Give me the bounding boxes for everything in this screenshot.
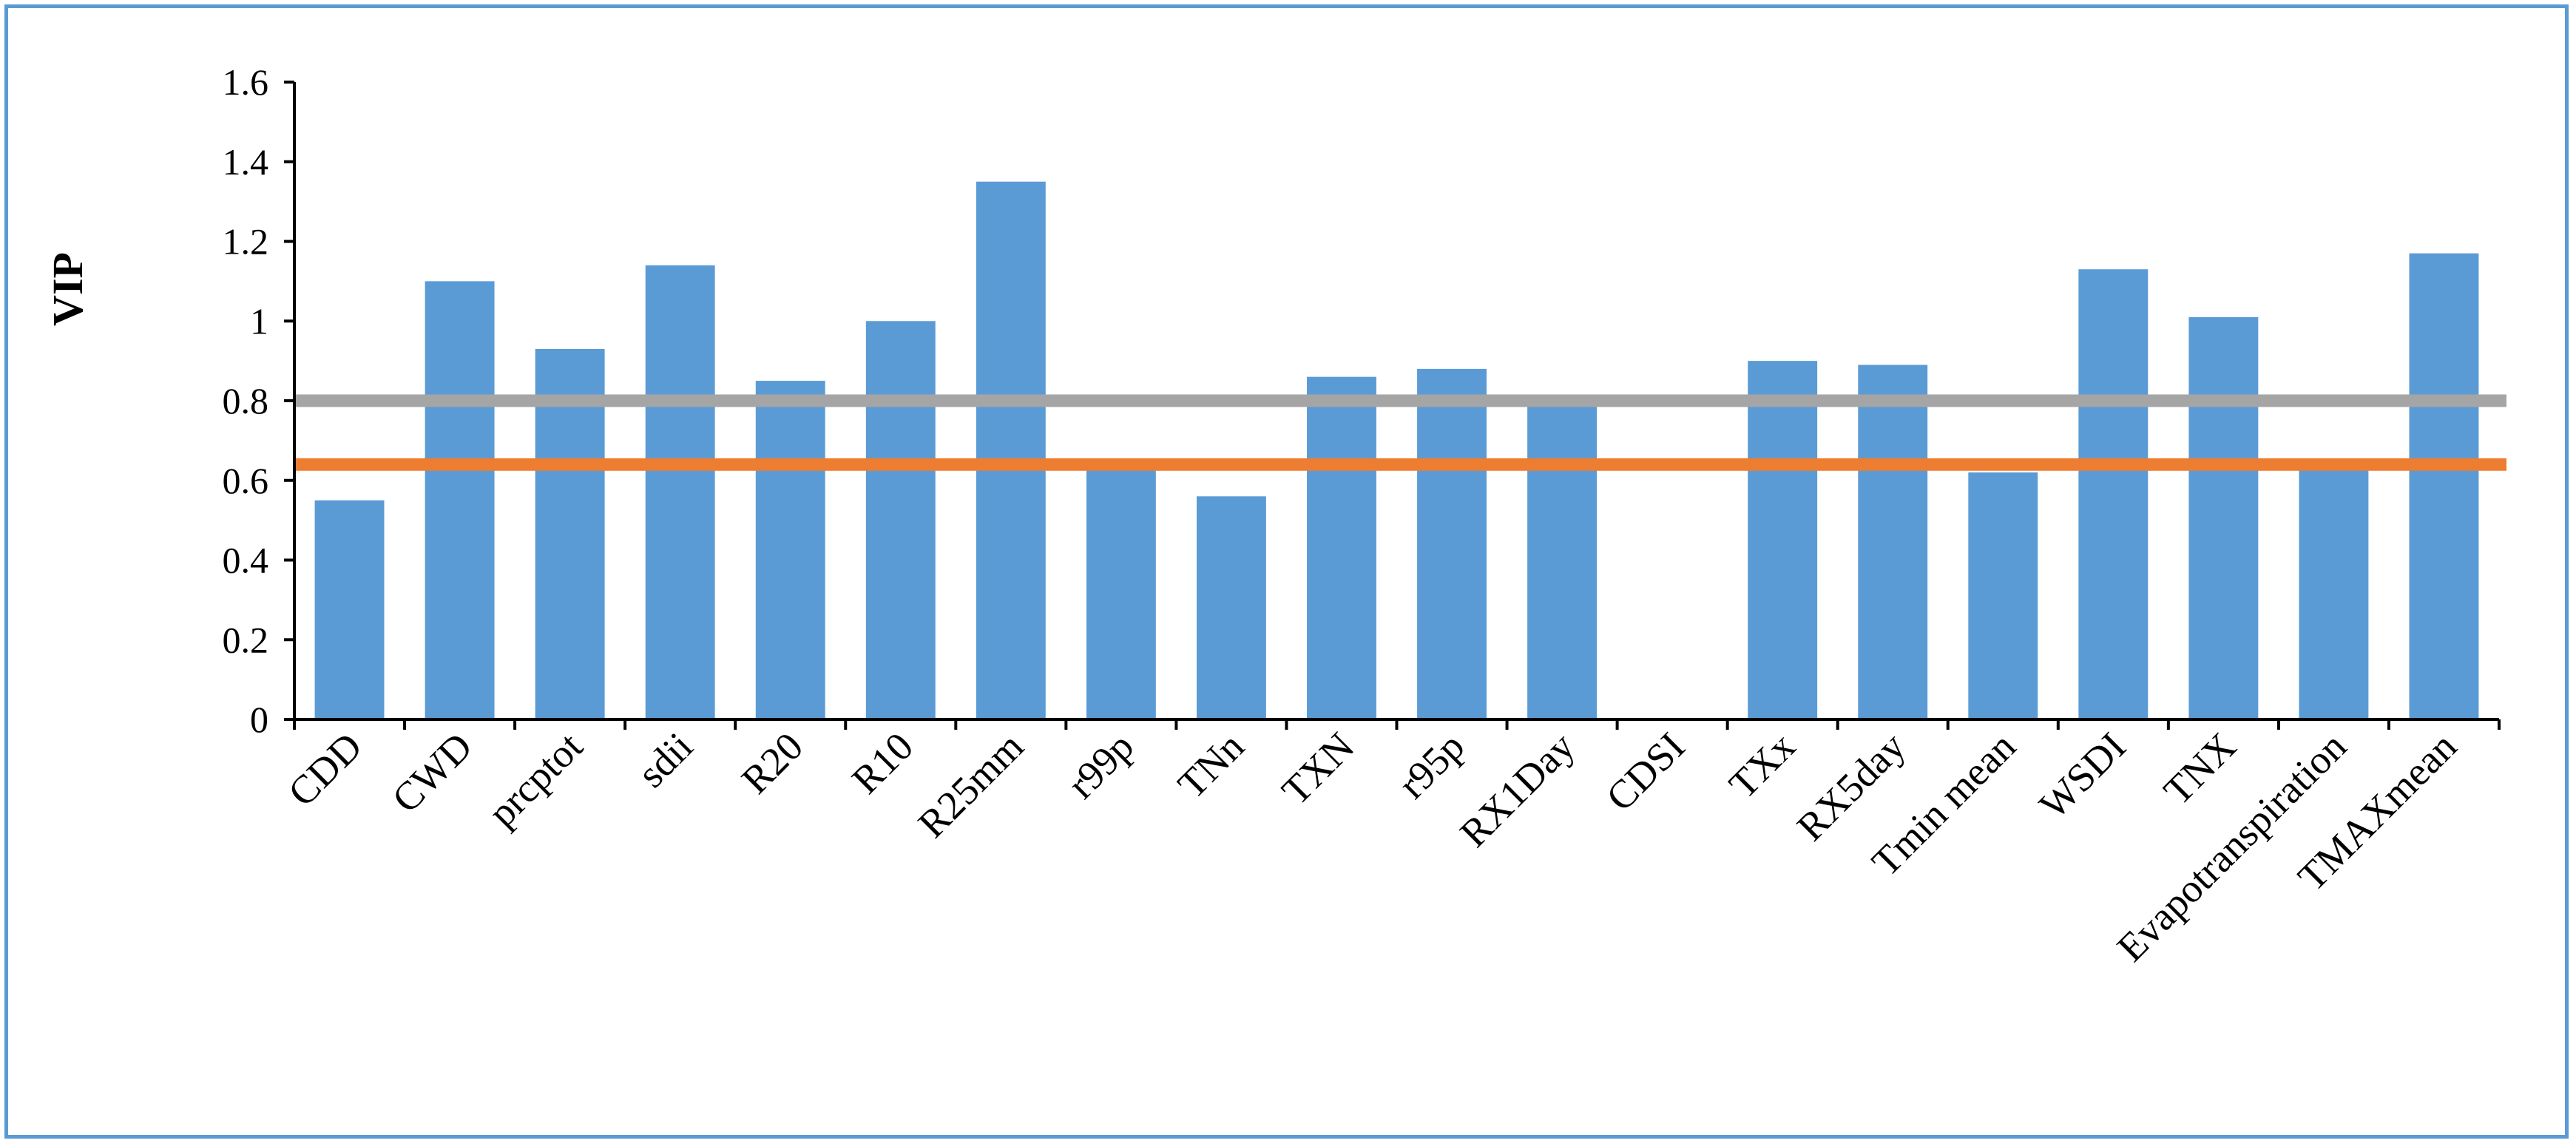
x-category-label: sdii [629,724,702,796]
x-category-label: R20 [733,724,811,802]
bar-cwd [425,281,495,719]
y-tick-label: 1.2 [223,221,269,262]
bar-r20 [755,381,825,719]
bar-prcptot [535,348,605,719]
bars-group [314,181,2479,720]
bar-rx1day [1527,401,1598,719]
bar-r95p [1417,368,1487,719]
bar-evapotranspiration [2299,464,2369,719]
x-category-label: TXx [1720,724,1803,807]
x-category-label: WSDI [2031,724,2134,827]
x-category-label: TNX [2155,724,2245,813]
bar-sdii [645,265,715,719]
y-tick-labels: 0 0.2 0.4 0.6 0.8 1 1.2 1.4 1.6 [223,61,269,740]
axes-group [284,81,2501,730]
x-category-label: CDD [280,724,371,815]
bar-txx [1748,361,1818,719]
y-tick-label: 1 [250,300,268,342]
bar-r10 [865,321,936,719]
bar-wsdi [2078,269,2149,719]
bar-r25mm [976,181,1046,719]
x-category-label: R10 [843,724,922,802]
y-tick-label: 1.6 [223,61,269,103]
y-tick-label: 0 [250,699,268,740]
y-tick-label: 0.4 [223,540,269,581]
x-category-label: CWD [384,724,481,821]
x-category-label: r99p [1059,724,1142,807]
bar-r99p [1086,464,1156,719]
y-tick-label: 0.6 [223,460,269,501]
y-tick-label: 1.4 [223,141,269,183]
bar-tmin-mean [1968,472,2038,719]
x-category-label: TNn [1169,724,1252,807]
x-category-label: RX1Day [1451,724,1583,855]
x-category-label: r95p [1390,724,1473,807]
bar-cdd [314,500,385,719]
x-category-label: R25mm [910,724,1032,846]
x-category-label: prcptot [480,724,592,835]
x-category-label: CDSI [1598,724,1693,819]
y-tick-label: 0.8 [223,380,269,421]
bar-txn [1307,376,1376,719]
x-category-label: TXN [1274,724,1363,813]
chart-frame: VIP 0 0.2 0.4 0.6 0.8 1 1.2 1.4 1.6 CDD CWD prcpto… [4,4,2569,1139]
reference-lines-group [294,394,2506,471]
y-tick-label: 0.2 [223,619,269,660]
bar-tnn [1196,496,1266,719]
bar-rx5day [1858,365,1928,719]
bar-tmaxmean [2409,253,2479,720]
vip-bar-chart: VIP 0 0.2 0.4 0.6 0.8 1 1.2 1.4 1.6 CDD CWDprcpto… [44,61,2506,970]
y-axis-title: VIP [44,252,92,326]
bar-tnx [2188,316,2259,719]
